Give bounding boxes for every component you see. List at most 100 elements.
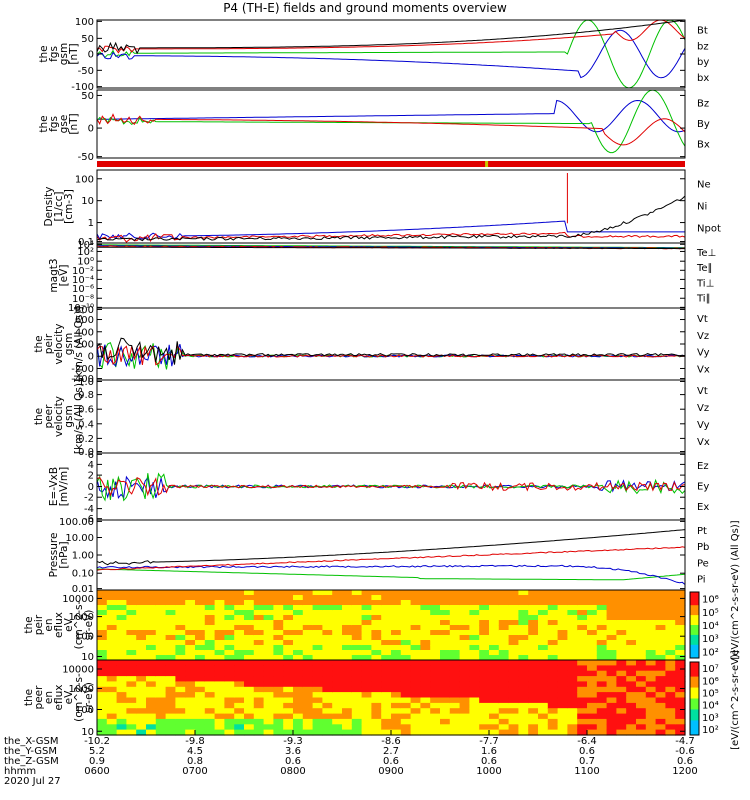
spectrogram-cell — [381, 625, 392, 631]
spectrogram-cell — [195, 697, 206, 704]
spectrogram-cell — [587, 670, 598, 677]
spectrogram-cell — [381, 708, 392, 715]
spectrogram-cell — [351, 650, 363, 656]
spectrogram-cell — [322, 697, 333, 704]
spectrogram-cell — [204, 708, 216, 715]
spectrogram-cell — [253, 620, 265, 626]
y-axis-label: eflux — [53, 612, 65, 638]
series-line — [97, 99, 686, 133]
spectrogram-cell — [342, 718, 353, 725]
spectrogram-cell — [498, 686, 510, 693]
spectrogram-cell — [136, 713, 147, 720]
spectrogram-cell — [263, 605, 274, 611]
spectrogram-cell — [234, 620, 245, 626]
y-tick-label: -100 — [71, 82, 94, 93]
spectrogram-cell — [508, 640, 519, 646]
spectrogram-cell — [410, 708, 421, 715]
spectrogram-cell — [498, 697, 510, 704]
spectrogram-cell — [645, 610, 657, 616]
spectrogram-cell — [312, 660, 323, 666]
spectrogram-cell — [430, 665, 441, 672]
y-gsm-value: 3.6 — [285, 746, 301, 757]
y-tick-label: 10.00 — [65, 533, 94, 544]
y-tick-label: 6 — [88, 450, 94, 461]
spectrogram-cell — [449, 708, 461, 715]
spectrogram-cell — [391, 729, 402, 736]
spectrogram-cell — [283, 686, 294, 693]
y-axis-label: eV — [63, 690, 75, 704]
spectrogram-cell — [185, 655, 196, 661]
spectrogram-cell — [302, 708, 314, 715]
spectrogram-cell — [596, 665, 608, 672]
spectrogram-cell — [371, 692, 382, 699]
spectrogram-cell — [557, 630, 568, 636]
spectrogram-cell — [342, 681, 353, 688]
series-line — [96, 231, 686, 243]
time-value: 0800 — [280, 766, 305, 777]
spectrogram-cell — [361, 600, 372, 606]
colorbar-step — [690, 694, 699, 698]
spectrogram-cell — [97, 650, 108, 656]
spectrogram-cell — [430, 702, 441, 709]
spectrogram-cell — [675, 724, 686, 731]
spectrogram-cell — [361, 635, 372, 641]
spectrogram-cell — [675, 686, 686, 693]
spectrogram-cell — [459, 708, 470, 715]
spectrogram-cell — [106, 681, 118, 688]
spectrogram-cell — [538, 650, 549, 656]
spectrogram-cell — [332, 660, 343, 666]
spectrogram-cell — [636, 595, 647, 601]
spectrogram-cell — [508, 686, 519, 693]
spectrogram-cell — [244, 729, 255, 736]
spectrogram-cell — [332, 718, 343, 725]
spectrogram-cell — [224, 645, 235, 651]
spectrogram-cell — [547, 610, 559, 616]
spectrogram-cell — [626, 620, 637, 626]
spectrogram-cell — [479, 724, 490, 731]
spectrogram-cell — [596, 676, 608, 683]
spectrogram-cell — [302, 590, 314, 596]
spectrogram-cell — [538, 625, 549, 631]
spectrogram-cell — [606, 724, 617, 731]
spectrogram-cell — [322, 676, 333, 683]
spectrogram-cell — [253, 590, 265, 596]
spectrogram-cell — [577, 702, 588, 709]
spectrogram-cell — [587, 650, 598, 656]
spectrogram-cell — [244, 702, 255, 709]
time-value: 1000 — [476, 766, 501, 777]
colorbar-step — [690, 623, 699, 626]
y-axis-label: the — [38, 115, 50, 132]
spectrogram-cell — [577, 676, 588, 683]
spectrogram-cell — [361, 655, 372, 661]
spectrogram-cell — [606, 650, 617, 656]
spectrogram-cell — [371, 729, 382, 736]
spectrogram-cell — [606, 590, 617, 596]
spectrogram-cell — [195, 630, 206, 636]
panel-vel_e: 1.00.80.60.40.20.0thepeervelocitygsm[km/… — [33, 377, 710, 458]
spectrogram-cell — [165, 615, 176, 621]
spectrogram-cell — [626, 702, 637, 709]
spectrogram-cell — [675, 610, 686, 616]
spectrogram-cell — [273, 650, 284, 656]
colorbar-step — [690, 621, 699, 624]
spectrogram-cell — [342, 600, 353, 606]
spectrogram-cell — [518, 590, 529, 596]
spectrogram-cell — [391, 660, 402, 666]
spectrogram-cell — [479, 615, 490, 621]
spectrogram-cell — [165, 620, 176, 626]
spectrogram-cell — [400, 713, 412, 720]
y-tick-label: 0 — [88, 124, 94, 135]
spectrogram-cell — [381, 670, 392, 677]
spectrogram-cell — [302, 713, 314, 720]
spectrogram-cell — [106, 595, 118, 601]
spectrogram-cell — [557, 713, 568, 720]
spectrogram-cell — [449, 645, 461, 651]
spectrogram-cell — [195, 655, 206, 661]
spectrogram-cell — [498, 724, 510, 731]
spectrogram-cell — [381, 645, 392, 651]
spectrogram-cell — [351, 625, 363, 631]
spectrogram-cell — [97, 665, 108, 672]
spectrogram-cell — [400, 670, 412, 677]
spectrogram-cell — [155, 610, 167, 616]
spectrogram-cell — [351, 670, 363, 677]
